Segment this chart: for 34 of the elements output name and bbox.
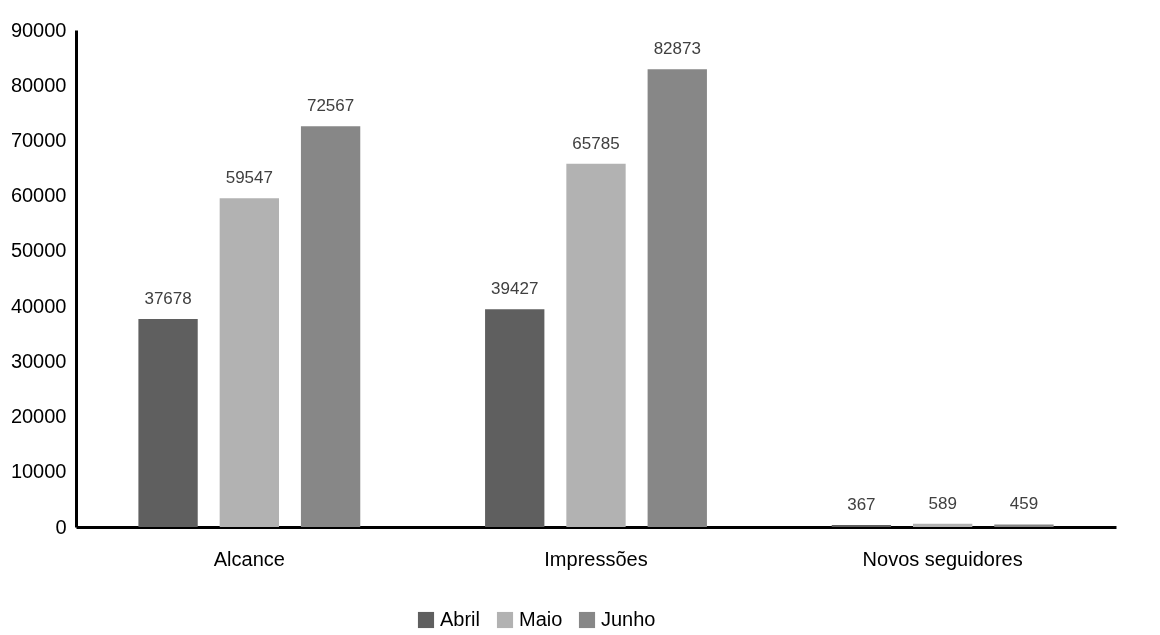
bar xyxy=(219,198,279,527)
x-tick-label: Novos seguidores xyxy=(862,547,1023,570)
bar xyxy=(913,523,973,527)
data-label: 459 xyxy=(1009,494,1039,514)
bar xyxy=(647,69,707,527)
data-label: 65785 xyxy=(572,133,620,153)
data-label: 39427 xyxy=(491,279,539,299)
x-tick-label: Alcance xyxy=(213,547,285,570)
y-tick-label: 80000 xyxy=(10,73,67,96)
legend-label: Maio xyxy=(519,608,563,630)
legend-label: Abril xyxy=(440,608,481,630)
y-tick-label: 20000 xyxy=(10,405,67,428)
data-label: 589 xyxy=(928,493,957,513)
legend-label: Junho xyxy=(601,608,656,630)
data-label: 82873 xyxy=(653,39,701,59)
data-label: 72567 xyxy=(306,96,355,116)
x-tick-label: Impressões xyxy=(544,547,648,570)
data-label: 367 xyxy=(847,494,876,514)
y-tick-label: 10000 xyxy=(10,460,67,483)
bar xyxy=(300,126,361,527)
bar xyxy=(485,309,545,527)
y-tick-label: 0 xyxy=(55,515,67,538)
bar xyxy=(566,163,626,527)
data-label: 37678 xyxy=(144,288,192,308)
bar xyxy=(138,318,198,527)
bar xyxy=(831,524,892,527)
bar xyxy=(994,524,1054,527)
y-tick-label: 70000 xyxy=(10,128,67,151)
y-tick-label: 30000 xyxy=(10,349,67,372)
y-tick-label: 50000 xyxy=(10,239,67,262)
y-tick-label: 90000 xyxy=(10,18,67,41)
data-label: 59547 xyxy=(225,168,273,188)
y-tick-label: 40000 xyxy=(10,294,67,317)
y-tick-label: 60000 xyxy=(10,184,67,207)
